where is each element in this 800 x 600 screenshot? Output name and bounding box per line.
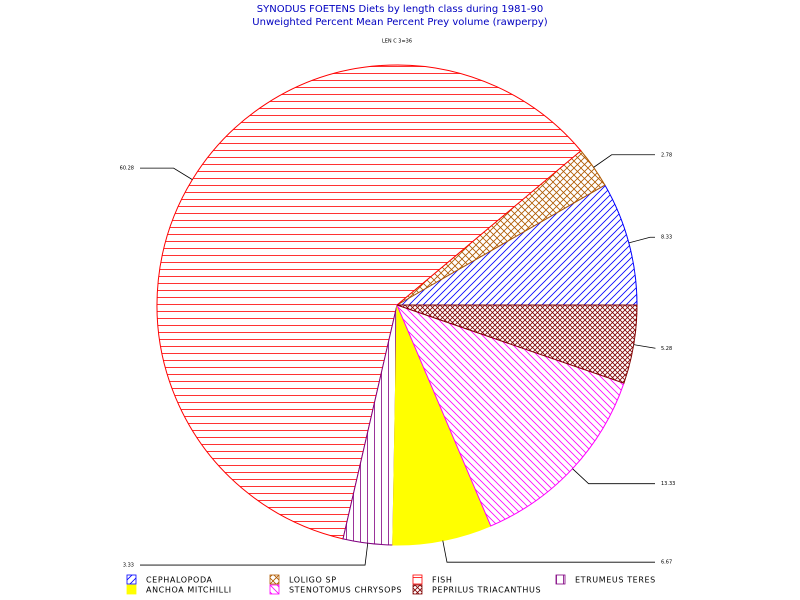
data-label: 5.28 (661, 346, 672, 352)
data-label: 3.33 (123, 563, 134, 569)
legend-swatch (126, 574, 137, 585)
chart-title: SYNODUS FOETENS Diets by length class du… (257, 4, 543, 15)
legend-label: STENOTOMUS CHRYSOPS (289, 586, 402, 595)
legend-swatch (412, 574, 423, 585)
legend-swatch (555, 574, 566, 585)
leader-line (572, 468, 655, 485)
data-label: 13.33 (661, 481, 675, 487)
legend-swatch (412, 584, 423, 595)
legend-label: ETRUMEUS TERES (575, 576, 656, 585)
leader-line (633, 344, 656, 349)
leader-line (442, 540, 655, 563)
legend-label: CEPHALOPODA (146, 576, 213, 585)
legend-label: ANCHOA MITCHILLI (146, 586, 232, 595)
data-label: 2.78 (661, 152, 672, 158)
leader-line (140, 167, 193, 180)
pie-slice (156, 64, 582, 540)
data-label: 60.28 (120, 166, 134, 172)
legend-label: PEPRILUS TRIACANTHUS (432, 586, 541, 595)
pie-slice (395, 184, 638, 306)
legend-swatch (269, 574, 280, 585)
data-label: 8.33 (661, 235, 672, 241)
leader-line (140, 543, 369, 566)
data-label: 6.67 (661, 560, 672, 566)
chart-subtitle: Unweighted Percent Mean Percent Prey vol… (252, 17, 548, 28)
legend-label: FISH (432, 576, 452, 585)
chart-note: LEN C 3=36 (382, 39, 412, 45)
pie-slice (396, 304, 638, 384)
leader-line (628, 236, 655, 244)
legend-swatch (126, 584, 137, 595)
legend-label: LOLIGO SP (289, 576, 337, 585)
legend-swatch (269, 584, 280, 595)
leader-line (593, 154, 655, 168)
